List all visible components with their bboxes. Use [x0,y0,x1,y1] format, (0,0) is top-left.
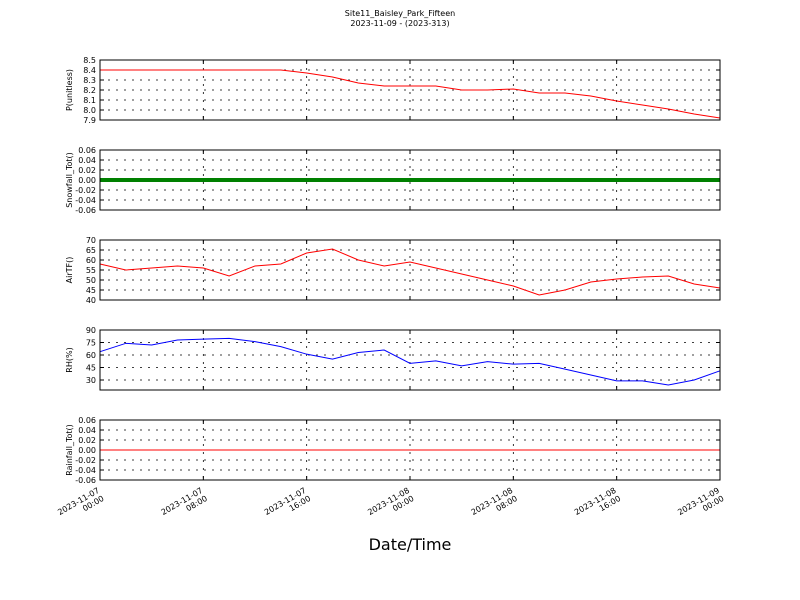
y-tick-label: 55 [86,266,96,275]
y-tick-label: 0.02 [78,436,96,445]
y-tick-label: 0.06 [78,146,96,155]
y-tick-label: 75 [86,339,96,348]
plot-frame [99,239,721,301]
y-tick-label: 60 [86,256,96,265]
chart-title: Site11_Baisley_Park_Fifteen [345,9,455,18]
y-tick-label: 8.5 [83,56,96,65]
y-tick-label: 0.06 [78,416,96,425]
y-tick-label: 8.1 [83,96,96,105]
y-tick-label: 7.9 [83,116,96,125]
y-tick-label: 0.00 [78,176,96,185]
y-tick-label: 45 [86,286,96,295]
data-line [99,248,721,296]
y-axis-label: RH(%) [65,347,74,372]
y-tick-label: 40 [86,296,96,305]
y-tick-label: -0.04 [75,196,96,205]
y-tick-label: 0.02 [78,166,96,175]
y-tick-label: 8.3 [83,76,96,85]
y-axis-label: AirTF() [65,257,74,284]
y-tick-label: -0.06 [75,476,96,485]
plot-frame [99,419,721,481]
y-tick-label: 8.2 [83,86,96,95]
y-tick-label: 65 [86,246,96,255]
y-tick-label: 60 [86,351,96,360]
y-tick-label: -0.02 [75,186,96,195]
y-tick-label: -0.02 [75,456,96,465]
plot-frame [99,329,721,391]
y-tick-label: 90 [86,326,96,335]
y-tick-label: 50 [86,276,96,285]
plot-frame [99,149,721,211]
y-axis-label: Snowfall_Tot() [65,152,74,208]
chart-subtitle: 2023-11-09 - (2023-313) [350,19,449,28]
data-line [100,69,721,119]
y-tick-label: 0.00 [78,446,96,455]
x-axis-label: Date/Time [369,535,452,554]
y-axis-label: P(unitless) [65,69,74,111]
y-tick-label: -0.06 [75,206,96,215]
y-tick-label: 0.04 [78,426,96,435]
y-tick-label: 8.4 [83,66,96,75]
y-tick-label: 30 [86,376,96,385]
y-tick-label: 45 [86,364,96,373]
data-line [99,337,721,386]
y-tick-label: -0.04 [75,466,96,475]
y-tick-label: 0.04 [78,156,96,165]
y-tick-label: 8.0 [83,106,96,115]
plot-frame [99,59,721,121]
y-tick-label: 70 [86,236,96,245]
y-axis-label: Rainfall_Tot() [65,424,74,476]
